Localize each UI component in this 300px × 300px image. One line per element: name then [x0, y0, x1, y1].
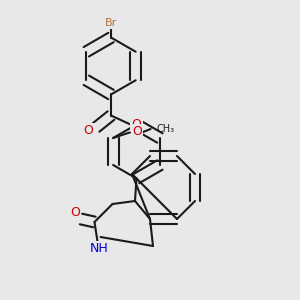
Text: O: O: [132, 118, 141, 131]
Text: O: O: [132, 125, 142, 139]
Text: O: O: [84, 124, 93, 137]
Text: CH₃: CH₃: [157, 124, 175, 134]
Text: NH: NH: [90, 242, 108, 256]
Text: O: O: [70, 206, 80, 220]
Text: Br: Br: [105, 17, 117, 28]
